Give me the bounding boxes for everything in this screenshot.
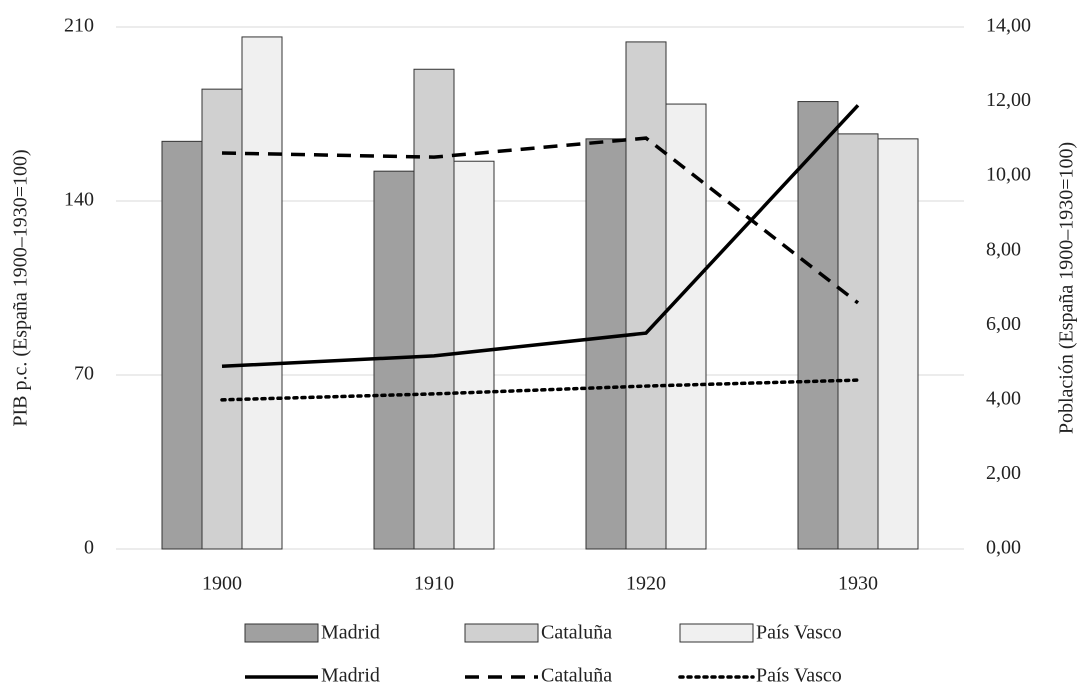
y2-tick-label: 8,00 bbox=[986, 238, 1021, 260]
y2-tick-label: 10,00 bbox=[986, 164, 1031, 186]
bar bbox=[797, 101, 839, 550]
bar bbox=[837, 133, 879, 550]
bar bbox=[161, 140, 203, 550]
y2-tick-label: 0,00 bbox=[986, 537, 1021, 559]
bar bbox=[453, 160, 495, 550]
legend-swatch bbox=[679, 623, 754, 643]
bar bbox=[625, 41, 667, 550]
y-tick-label: 140 bbox=[64, 189, 94, 211]
legend-label: País Vasco bbox=[756, 665, 842, 687]
legend-label: Cataluña bbox=[541, 665, 612, 687]
legend-swatch bbox=[244, 623, 319, 643]
legend-label: Cataluña bbox=[541, 622, 612, 644]
x-tick-label: 1900 bbox=[202, 573, 242, 595]
bar bbox=[241, 36, 283, 550]
line bbox=[220, 378, 860, 402]
y2-tick-label: 2,00 bbox=[986, 462, 1021, 484]
y-axis-title: PIB p.c. (España 1900–1930=100) bbox=[10, 149, 32, 426]
bar bbox=[585, 138, 627, 550]
y2-tick-label: 6,00 bbox=[986, 313, 1021, 335]
legend-swatch bbox=[464, 623, 539, 643]
x-tick-label: 1930 bbox=[838, 573, 878, 595]
y-tick-label: 210 bbox=[64, 15, 94, 37]
bar bbox=[665, 103, 707, 550]
y2-tick-label: 12,00 bbox=[986, 89, 1031, 111]
legend-label: Madrid bbox=[321, 665, 380, 687]
bar bbox=[201, 88, 243, 550]
legend-label: País Vasco bbox=[756, 622, 842, 644]
bar bbox=[413, 68, 455, 550]
line bbox=[221, 104, 860, 369]
y2-tick-label: 4,00 bbox=[986, 387, 1021, 409]
bar bbox=[877, 138, 919, 550]
y-tick-label: 70 bbox=[74, 363, 94, 385]
line bbox=[221, 136, 860, 305]
x-tick-label: 1910 bbox=[414, 573, 454, 595]
y2-axis-title: Población (España 1900–1930=100) bbox=[1056, 142, 1078, 434]
y-tick-label: 0 bbox=[84, 537, 94, 559]
legend-label: Madrid bbox=[321, 622, 380, 644]
x-tick-label: 1920 bbox=[626, 573, 666, 595]
y2-tick-label: 14,00 bbox=[986, 15, 1031, 37]
